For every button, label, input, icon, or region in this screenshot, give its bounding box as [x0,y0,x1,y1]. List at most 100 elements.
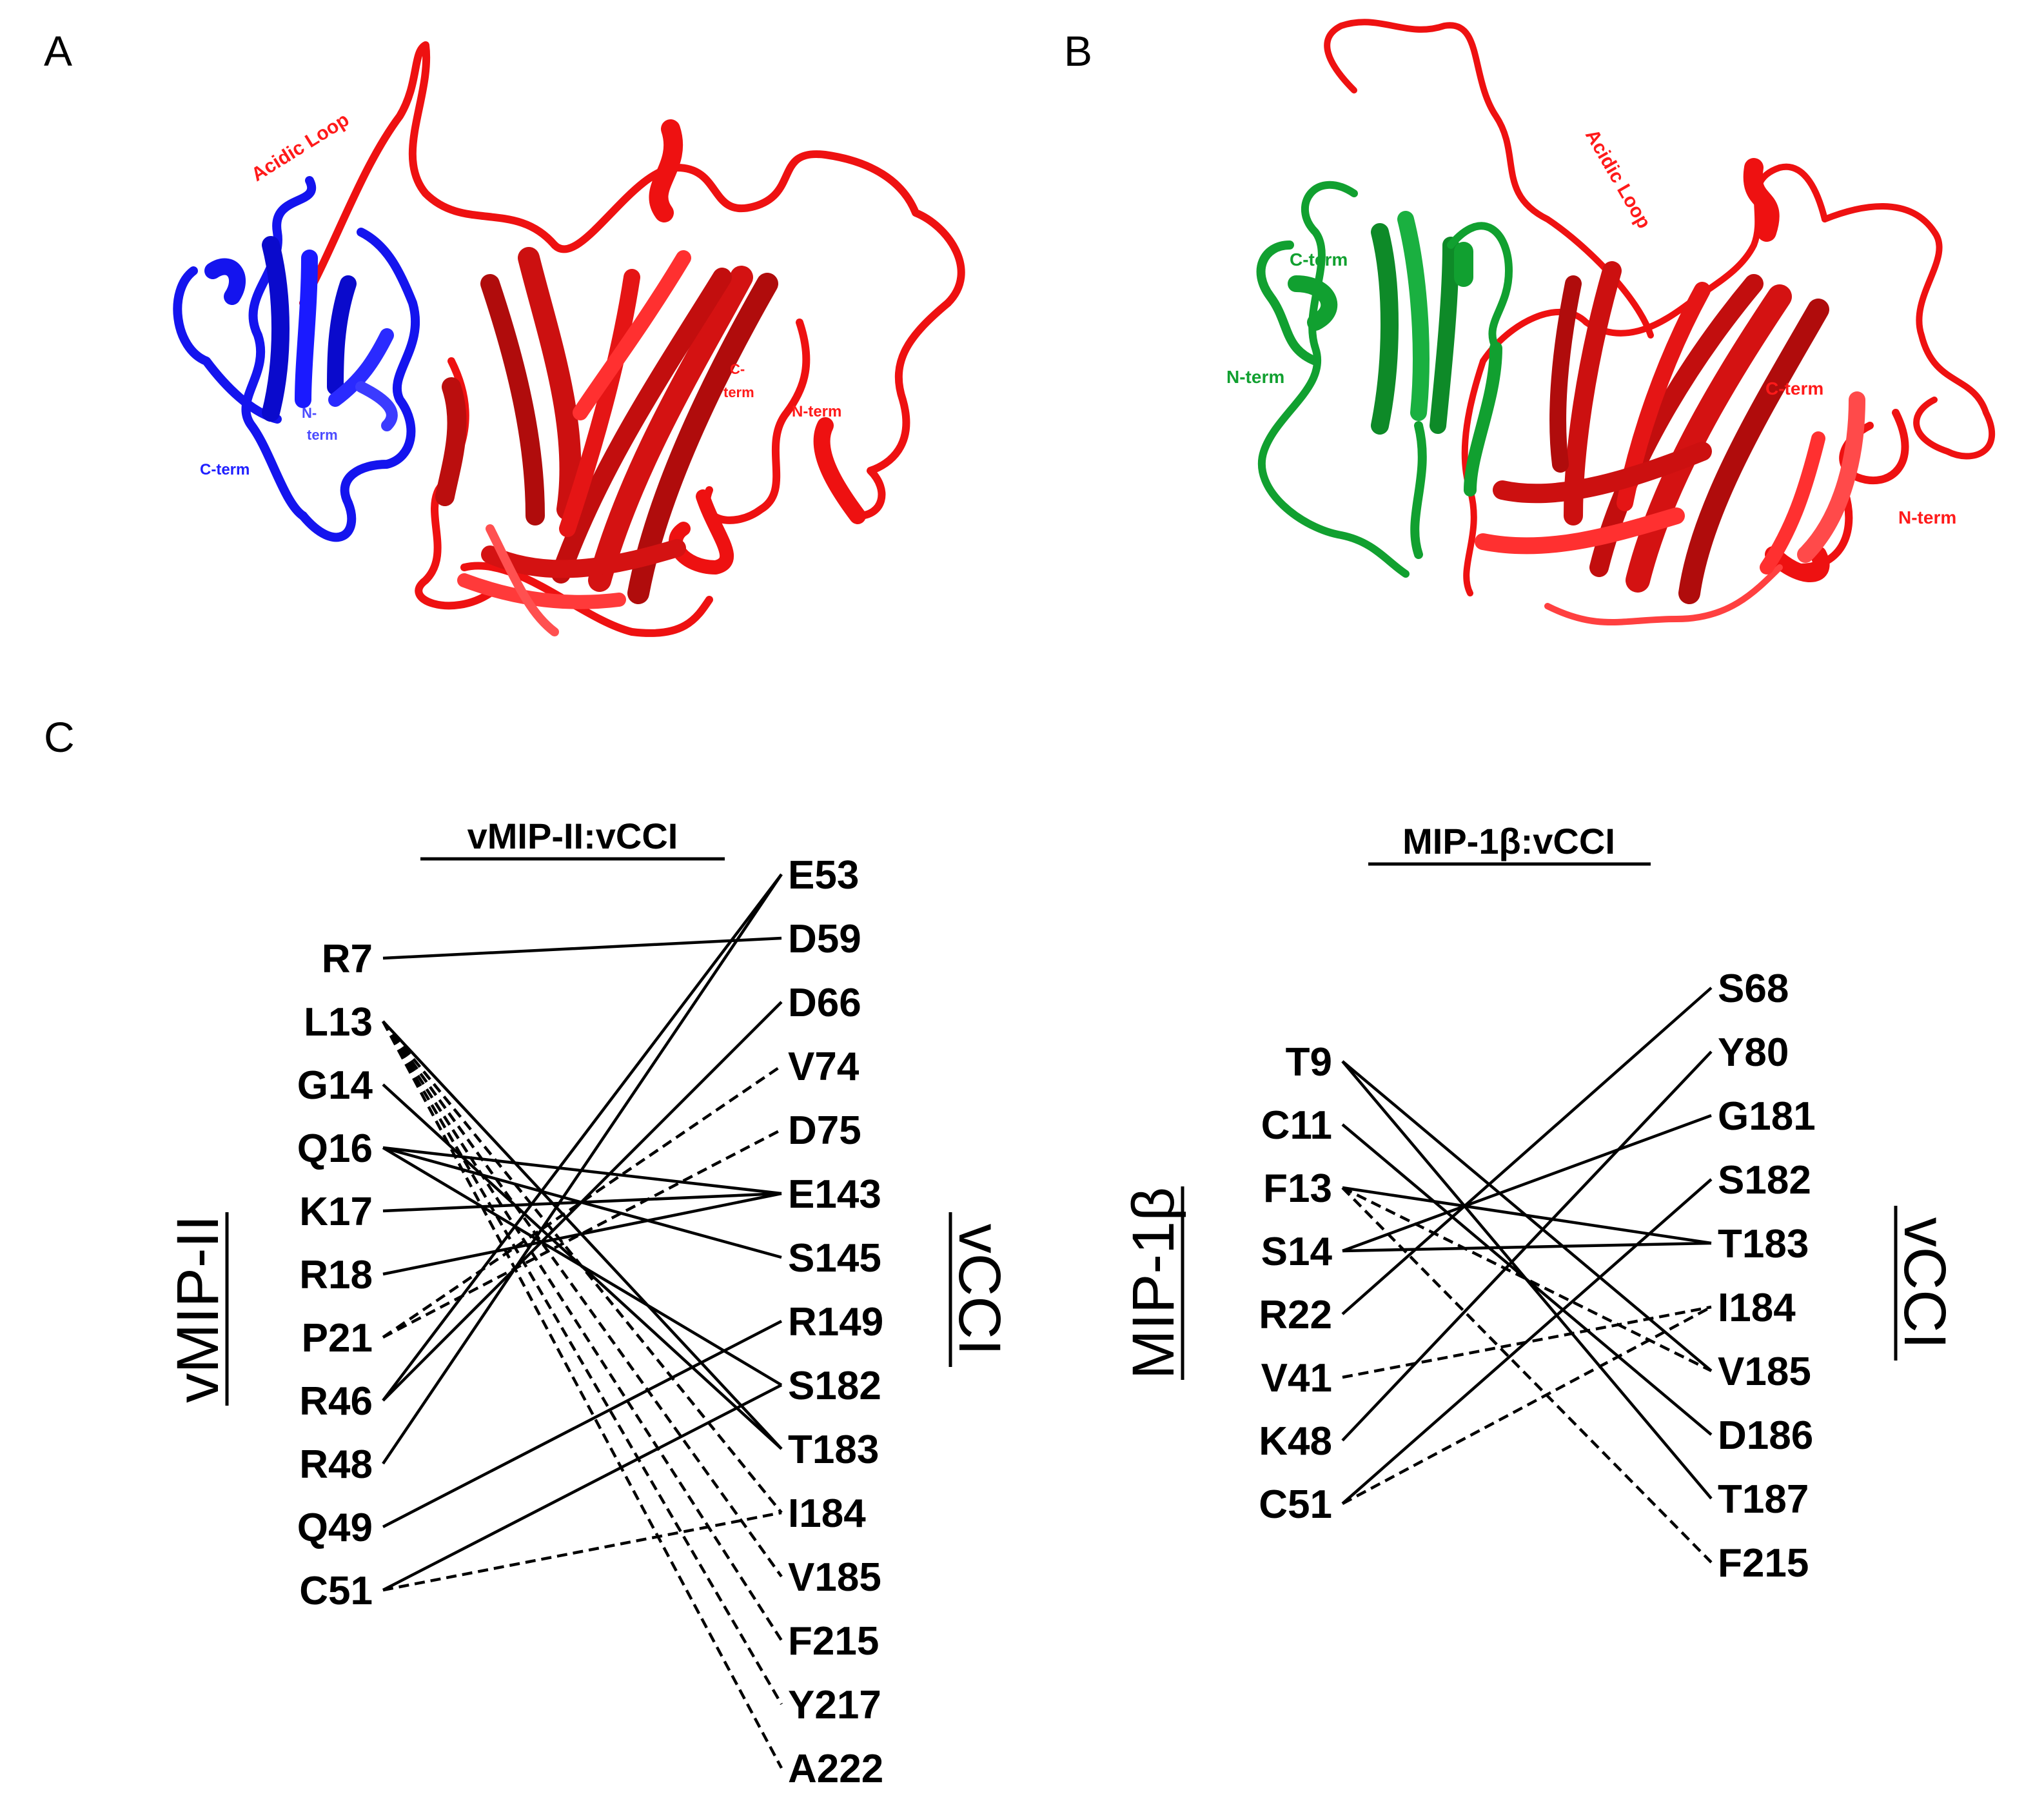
vmip-ii-right-residue-s182: S182 [788,1364,881,1408]
mip-1b-left-residue-s14: S14 [1261,1230,1333,1274]
panel-c-letter: C [44,713,75,761]
vmip-ii-left-residue-l13: L13 [304,1000,373,1045]
vmip-ii-contact-r48-e53 [382,873,783,1465]
vmip-ii-right-residue-d66: D66 [788,981,861,1025]
panel-a-acidic-loop-label: Acidic Loop [248,109,353,186]
mip-1b-network: MIP-1β:vCCI MIP-1β vCCI T9 C11 F13 S14 R22 V4… [1121,821,1958,1586]
vmip-ii-right-residue-y217: Y217 [788,1683,881,1727]
vmip-ii-left-residue-r18: R18 [299,1253,373,1297]
vmip-ii-network: vMIP-II:vCCI vMIP-II vCCI R7 L13 G14 Q16 K17… [165,816,1012,1791]
mip-1b-vcci-side-label-group: vCCI [1892,1206,1958,1361]
vmip-ii-vcci-side-label: vCCI [947,1224,1012,1355]
vmip-ii-right-residue-e143: E143 [788,1172,881,1217]
panel-b-chemokine-n-term-label: N-term [1226,367,1284,387]
mip-1b-contact-v41-i184 [1342,1305,1712,1379]
vmip-ii-contact-r7-d59 [382,936,782,960]
mip-1b-left-residue-v41: V41 [1261,1356,1332,1400]
vmip-ii-right-residue-f215: F215 [788,1619,879,1664]
mip-1b-contact-k48-y80 [1341,1050,1713,1442]
vmip-ii-vcci-residue-labels: E53 D59 D66 V74 D75 E143 S145 R149 S182 T183 I184 V… [788,853,883,1791]
vmip-ii-contact-q49-r149 [382,1320,783,1528]
vmip-ii-left-residue-k17: K17 [299,1190,373,1234]
vmip-ii-left-residue-r7: R7 [322,937,373,981]
panel-b-chemokine-ribbon [1256,181,1513,578]
panel-a-vcci-ribbon [299,41,965,637]
vmip-ii-right-residue-i184: I184 [788,1491,866,1536]
mip-1b-side-label-group: MIP-1β [1121,1186,1186,1380]
panel-a-chemokine-n-term-label-2: term [307,427,338,443]
vmip-ii-right-residue-r149: R149 [788,1300,883,1344]
mip-1b-right-residue-t187: T187 [1718,1477,1809,1522]
vmip-ii-side-label: vMIP-II [165,1215,231,1402]
vmip-ii-left-residue-p21: P21 [302,1316,373,1361]
mip-1b-left-residue-c11: C11 [1261,1103,1332,1148]
mip-1b-left-residue-f13: F13 [1263,1166,1332,1211]
vmip-ii-contact-r46-d66 [382,1001,783,1402]
vmip-ii-left-residue-q49: Q49 [297,1506,373,1550]
panel-a-vcci-c-term-label-2: term [723,384,754,400]
mip-1b-right-residue-t183: T183 [1718,1222,1809,1266]
vmip-ii-left-residue-r48: R48 [299,1442,373,1487]
vmip-ii-left-residue-q16: Q16 [297,1126,373,1171]
vmip-ii-vcci-side-label-group: vCCI [947,1212,1012,1367]
vmip-ii-contact-r46-e53 [382,873,783,1402]
mip-1b-vcci-residue-labels: S68 Y80 G181 S182 T183 I184 V185 D186 T187 F215 [1718,967,1816,1586]
mip-1b-vcci-side-label: vCCI [1892,1217,1958,1349]
mip-1b-contact-c51-i184 [1341,1306,1713,1505]
vmip-ii-contact-l13-y217 [382,1020,783,1705]
panel-b-vcci-c-term-label: C-term [1765,378,1823,398]
mip-1b-right-residue-v185: V185 [1718,1350,1811,1394]
vmip-ii-right-residue-e53: E53 [788,853,859,898]
panel-b: B [1064,19,1996,625]
mip-1b-contact-lines [1341,987,1713,1564]
mip-1b-contact-s14-g181 [1342,1114,1712,1253]
mip-1b-contact-r22-s68 [1341,987,1713,1315]
mip-1b-right-residue-d186: D186 [1718,1413,1813,1458]
panel-b-structure [1256,19,1996,625]
mip-1b-contact-c11-d186 [1341,1123,1713,1436]
mip-1b-right-residue-g181: G181 [1718,1094,1816,1139]
mip-1b-right-residue-i184: I184 [1718,1286,1796,1330]
mip-1b-side-label: MIP-1β [1121,1187,1186,1379]
panel-a: A [44,27,965,637]
vmip-ii-right-residue-s145: S145 [788,1236,881,1281]
vmip-ii-side-label-group: vMIP-II [165,1212,231,1406]
panel-a-chemokine-ribbon [173,176,420,542]
mip-1b-contact-f13-t183 [1342,1186,1712,1245]
panel-c: C vMIP-II:vCCI vMIP-II vCCI R7 L13 G14 Q16 K… [44,713,1958,1791]
mip-1b-residue-labels: T9 C11 F13 S14 R22 V41 K48 C51 [1259,1040,1332,1527]
mip-1b-contact-c51-s182 [1341,1178,1713,1505]
vmip-ii-right-residue-v74: V74 [788,1045,860,1089]
vmip-ii-contact-c51-s182 [382,1383,783,1592]
vmip-ii-contact-l13-v185 [382,1020,783,1578]
vmip-ii-left-residue-c51: C51 [299,1569,373,1613]
mip-1b-left-residue-r22: R22 [1259,1293,1332,1337]
mip-1b-left-residue-k48: K48 [1259,1419,1332,1464]
vmip-ii-contact-lines [382,873,783,1769]
vmip-ii-contact-l13-a222 [382,1020,783,1769]
mip-1b-left-residue-t9: T9 [1286,1040,1332,1085]
panel-a-vcci-n-term-label: N-term [792,403,841,420]
mip-1b-right-residue-y80: Y80 [1718,1030,1789,1075]
vmip-ii-right-residue-v185: V185 [788,1555,881,1600]
panel-a-chemokine-c-term-label: C-term [200,461,250,478]
panel-b-vcci-n-term-label: N-term [1898,507,1956,527]
vmip-ii-contact-p21-d75 [382,1128,783,1339]
vmip-ii-right-residue-t183: T183 [788,1428,879,1472]
vmip-ii-right-residue-d75: D75 [788,1108,861,1153]
mip-1b-right-residue-s182: S182 [1718,1158,1811,1203]
mip-1b-right-residue-f215: F215 [1718,1541,1809,1586]
vmip-ii-right-residue-a222: A222 [788,1747,883,1791]
vmip-ii-contact-l13-f215 [382,1020,783,1642]
vmip-ii-contact-q16-s182 [382,1146,783,1386]
vmip-ii-residue-labels: R7 L13 G14 Q16 K17 R18 P21 R46 R48 Q49 C51 [297,937,373,1613]
vmip-ii-right-residue-d59: D59 [788,917,861,961]
panel-a-vcci-c-term-label-1: C- [730,361,745,377]
panel-b-chemokine-c-term-label: C-term [1290,250,1348,270]
vmip-ii-contact-c51-i184 [382,1511,782,1592]
panel-a-chemokine-n-term-label-1: N- [302,405,317,421]
mip-1b-right-residue-s68: S68 [1718,967,1789,1011]
panel-b-vcci-ribbon [1324,19,1996,625]
vmip-ii-network-title: vMIP-II:vCCI [467,816,678,856]
